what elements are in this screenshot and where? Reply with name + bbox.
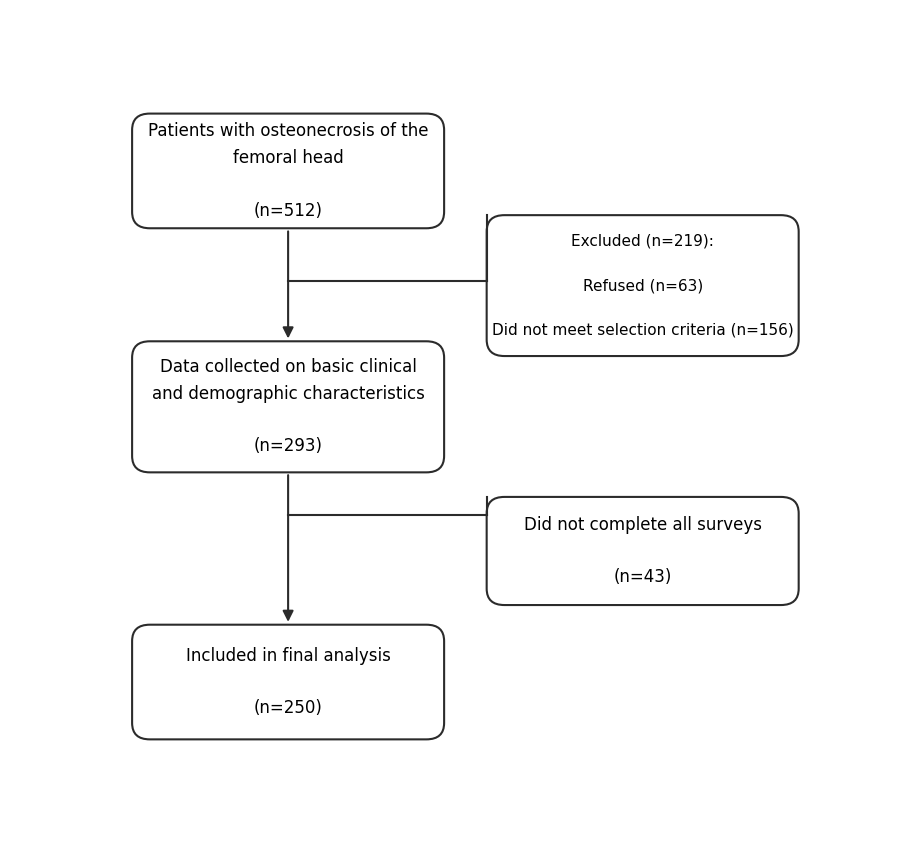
Text: Data collected on basic clinical
and demographic characteristics

(n=293): Data collected on basic clinical and dem… [152,358,425,455]
FancyBboxPatch shape [132,341,444,472]
Text: Did not complete all surveys

(n=43): Did not complete all surveys (n=43) [523,516,761,586]
FancyBboxPatch shape [132,113,444,228]
Text: Patients with osteonecrosis of the
femoral head

(n=512): Patients with osteonecrosis of the femor… [148,123,428,220]
Text: Included in final analysis

(n=250): Included in final analysis (n=250) [186,647,391,717]
FancyBboxPatch shape [132,625,444,740]
FancyBboxPatch shape [487,497,799,605]
Text: Excluded (n=219):

Refused (n=63)

Did not meet selection criteria (n=156): Excluded (n=219): Refused (n=63) Did not… [491,234,793,338]
FancyBboxPatch shape [487,215,799,356]
